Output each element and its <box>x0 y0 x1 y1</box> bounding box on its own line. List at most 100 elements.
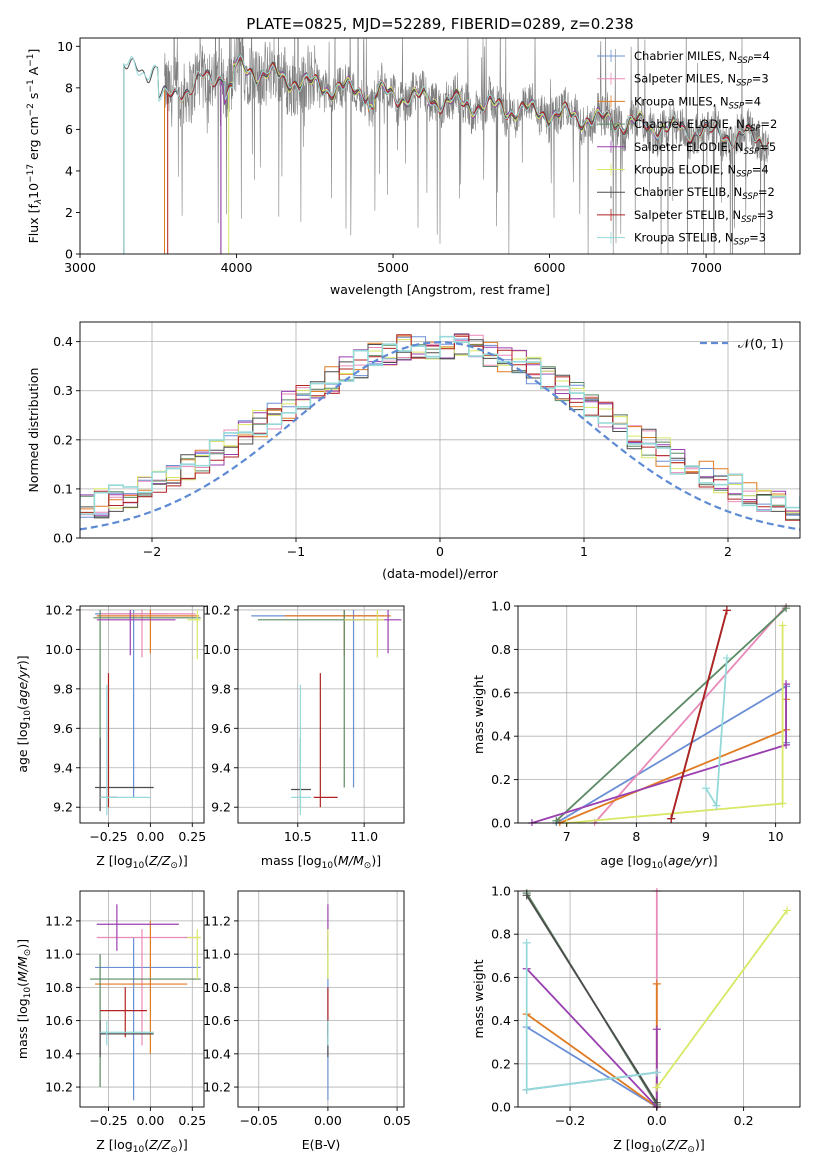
y-tick-label: 0.4 <box>491 1013 511 1028</box>
y-tick-label: 9.6 <box>211 721 231 736</box>
spectrum-plot-area <box>123 38 770 254</box>
x-axis-label: Z [log10(Z/Z⊙)] <box>96 1137 187 1155</box>
x-tick-label: 3000 <box>64 260 96 275</box>
y-tick-label: 11.0 <box>45 947 73 962</box>
age-vs-mass-panel: 10.5 11.0 9.2 9.4 9.6 9.8 10.0 10.2 mass [log10(… <box>203 602 405 871</box>
x-tick-label: 6000 <box>534 260 566 275</box>
y-tick-label: 0.6 <box>491 970 511 985</box>
y-tick-label: 10 <box>57 39 73 54</box>
axes-frame <box>79 890 205 1108</box>
mass-weight-marker <box>522 891 531 900</box>
x-tick-label: 0.25 <box>178 1113 206 1128</box>
y-tick-label: 11.2 <box>45 913 73 928</box>
y-tick-label: 0.0 <box>491 1100 511 1115</box>
mass-weight-marker <box>702 784 710 793</box>
age-vs-z-panel: −0.25 0.00 0.25 9.2 9.4 9.6 9.8 10.0 10.2 Z [log1… <box>15 602 206 871</box>
y-tick-label: 0.4 <box>53 334 73 349</box>
y-tick-label: 10.8 <box>203 980 231 995</box>
x-tick-label: 8 <box>632 829 640 844</box>
mass-weight-marker <box>722 606 731 615</box>
mass-weight-line <box>526 983 658 1109</box>
residuals-panel: −2 −1 0 1 2 0.0 0.1 0.2 0.3 0.4 𝒩(0, 1) (data-model… <box>26 321 801 581</box>
x-tick-label: −1 <box>287 544 305 559</box>
x-tick-label: −0.05 <box>240 1113 278 1128</box>
y-tick-label: 10.0 <box>45 642 73 657</box>
x-tick-label: −2 <box>143 544 161 559</box>
legend-label: Salpeter ELODIE, NSSP=5 <box>634 140 776 157</box>
x-axis-label: age [log10(age/yr)] <box>600 853 717 871</box>
normal-distribution-curve <box>80 341 800 531</box>
x-tick-label: 0.0 <box>647 1113 667 1128</box>
mass-weight-marker <box>722 654 731 663</box>
axes-frame <box>237 605 405 824</box>
y-tick-label: 10.4 <box>203 1046 231 1061</box>
y-axis-label: mass [log10(M/M⊙)] <box>15 939 33 1059</box>
x-tick-label: 0.00 <box>314 1113 342 1128</box>
y-tick-label: 0.2 <box>53 432 73 447</box>
x-tick-label: 0.00 <box>136 1113 164 1128</box>
y-tick-label: 9.2 <box>53 800 73 815</box>
mass-weight-marker <box>552 816 561 825</box>
y-tick-label: 10.0 <box>203 642 231 657</box>
mass-weight-marker <box>667 814 676 823</box>
x-axis-label: mass [log10(M/M⊙)] <box>261 853 381 871</box>
axes-frame <box>79 605 205 824</box>
axes-frame <box>237 890 405 1108</box>
y-tick-label: 4 <box>65 163 73 178</box>
mass-weight-marker <box>652 1098 661 1107</box>
y-tick-label: 10.2 <box>203 602 231 617</box>
model-spectrum-line <box>123 57 770 254</box>
y-tick-label: 0.2 <box>491 1056 511 1071</box>
y-tick-label: 9.4 <box>211 760 231 775</box>
y-tick-label: 0.8 <box>491 642 511 657</box>
y-axis-label: mass weight <box>471 959 486 1038</box>
residual-histogram <box>80 335 800 515</box>
y-tick-label: 9.6 <box>53 721 73 736</box>
mass-weight-vs-z-panel: −0.2 0.0 0.2 0.0 0.2 0.4 0.6 0.8 1.0 mass weight Z… <box>471 884 801 1155</box>
legend-label: Chabrier MILES, NSSP=4 <box>634 49 770 66</box>
y-tick-label: 0 <box>65 247 73 262</box>
x-axis-label: Z [log10(Z/Z⊙)] <box>613 1137 704 1155</box>
y-axis-label: age [log10(age/yr)] <box>15 655 33 772</box>
x-tick-label: −0.25 <box>89 1113 127 1128</box>
mass-weight-marker <box>712 801 721 810</box>
x-tick-label: 0 <box>436 544 444 559</box>
y-tick-label: 10.8 <box>45 980 73 995</box>
x-axis-label: Z [log10(Z/Z⊙)] <box>96 853 187 871</box>
x-tick-label: 4000 <box>221 260 253 275</box>
y-tick-label: 10.2 <box>45 602 73 617</box>
y-tick-label: 1.0 <box>491 599 511 614</box>
y-tick-label: 0.2 <box>491 772 511 787</box>
legend-label: Kroupa MILES, NSSP=4 <box>634 94 761 111</box>
y-tick-label: 9.2 <box>211 800 231 815</box>
y-tick-label: 0.0 <box>491 816 511 831</box>
y-tick-label: 6 <box>65 122 73 137</box>
mass-weight-marker <box>652 979 661 988</box>
mass-weight-lines <box>527 603 791 826</box>
y-tick-label: 8 <box>65 80 73 95</box>
x-tick-label: 2 <box>724 544 732 559</box>
x-tick-label: 0.25 <box>178 829 206 844</box>
y-tick-label: 0.8 <box>491 927 511 942</box>
mass-weight-marker <box>652 1083 661 1092</box>
mass-weight-marker <box>522 938 531 947</box>
y-axis-label: Flux [fλ10−17 erg cm−2 s−1 A−1] <box>26 49 44 244</box>
y-tick-label: 2 <box>65 205 73 220</box>
y-tick-label: 9.4 <box>53 760 73 775</box>
model-spectrum-line <box>167 57 770 254</box>
y-tick-label: 10.4 <box>45 1046 73 1061</box>
x-tick-label: 10 <box>768 829 784 844</box>
x-tick-label: 0.00 <box>136 829 164 844</box>
histogram-area <box>80 333 800 531</box>
mass-weight-marker <box>652 1068 661 1077</box>
y-tick-label: 10.6 <box>203 1013 231 1028</box>
y-tick-label: 9.8 <box>211 681 231 696</box>
mass-weight-line <box>525 894 658 1104</box>
x-tick-label: 5000 <box>377 260 409 275</box>
mass-weight-marker <box>782 906 791 915</box>
mass-weight-marker <box>778 799 787 808</box>
y-tick-label: 9.8 <box>53 681 73 696</box>
x-tick-label: 10.5 <box>284 829 312 844</box>
legend-label: Kroupa STELIB, NSSP=3 <box>634 231 766 248</box>
